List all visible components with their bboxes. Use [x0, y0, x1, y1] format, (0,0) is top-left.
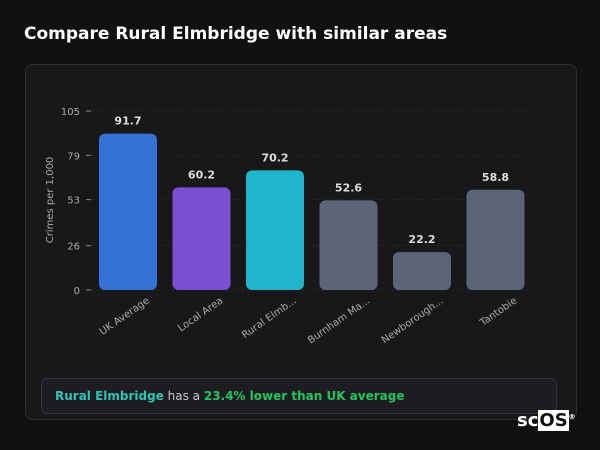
- y-tick-label: 79: [67, 151, 80, 162]
- data-label: 58.8: [482, 171, 509, 184]
- bar-0: [99, 133, 157, 290]
- y-tick-label: 53: [67, 196, 80, 207]
- x-tick-label: Tantobie: [477, 295, 519, 329]
- area-name: Rural Elmbridge: [55, 389, 164, 403]
- y-axis-label: Crimes per 1,000: [45, 157, 56, 244]
- bar-2: [246, 170, 304, 290]
- comparison-value: 23.4% lower than UK average: [203, 389, 405, 403]
- data-label: 22.2: [408, 233, 435, 246]
- scos-logo: scOS®: [517, 410, 576, 431]
- summary-text: has a: [163, 389, 204, 403]
- bar-1: [172, 187, 231, 290]
- x-tick-label: Burnham Ma...: [306, 295, 372, 346]
- data-label: 60.2: [188, 168, 215, 181]
- data-label: 52.6: [335, 181, 362, 194]
- x-tick-label: UK Average: [98, 295, 152, 337]
- x-tick-label: Local Area: [176, 295, 225, 334]
- data-label: 91.7: [114, 115, 141, 128]
- bar-4: [393, 252, 451, 290]
- y-tick-label: 26: [67, 242, 80, 253]
- y-tick-label: 0: [74, 286, 80, 297]
- page-title: Compare Rural Elmbridge with similar are…: [24, 24, 448, 44]
- bar-3: [319, 200, 378, 290]
- bar-5: [466, 189, 525, 290]
- x-tick-label: Newborough...: [380, 295, 446, 346]
- y-tick-label: 105: [61, 107, 80, 118]
- data-label: 70.2: [261, 151, 288, 164]
- comparison-summary: Rural Elmbridge has a 23.4% lower than U…: [41, 378, 557, 414]
- x-tick-label: Rural Elmb...: [240, 295, 299, 341]
